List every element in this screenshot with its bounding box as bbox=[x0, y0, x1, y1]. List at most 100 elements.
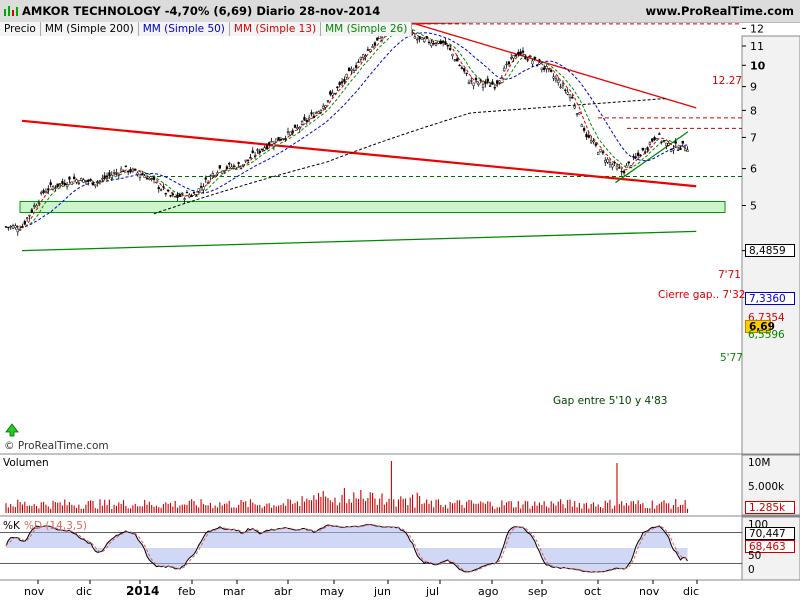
candle-body bbox=[279, 139, 283, 141]
candle-body bbox=[58, 183, 62, 185]
candle-body bbox=[258, 150, 261, 154]
candle-body bbox=[637, 152, 640, 156]
candle-body bbox=[40, 192, 43, 194]
trendline bbox=[21, 119, 697, 188]
candle-body bbox=[228, 162, 231, 165]
candle-body bbox=[185, 191, 189, 194]
candle-body bbox=[112, 172, 116, 174]
candle-body bbox=[183, 198, 186, 200]
candle-body bbox=[270, 141, 273, 143]
candle-body bbox=[357, 61, 360, 63]
price-tick-label: 7 bbox=[750, 131, 757, 144]
candle-body bbox=[496, 80, 499, 84]
candle-body bbox=[249, 156, 252, 159]
volume-panel-title: Volumen bbox=[3, 457, 49, 469]
candle-body bbox=[298, 127, 301, 130]
candle-body bbox=[87, 179, 90, 182]
gap-box bbox=[19, 200, 726, 213]
candle-body bbox=[362, 54, 365, 58]
candle-body bbox=[110, 174, 113, 178]
candle-body bbox=[237, 162, 240, 164]
candle-body bbox=[641, 147, 645, 151]
candle-body bbox=[214, 174, 217, 178]
candle-body bbox=[108, 172, 111, 176]
candle-body bbox=[291, 130, 294, 133]
trendline bbox=[402, 19, 697, 109]
candle-body bbox=[68, 176, 71, 180]
candle-body bbox=[550, 69, 553, 72]
candle-body bbox=[587, 135, 590, 138]
gap-box-label: Gap entre 5'10 y 4'83 bbox=[553, 395, 668, 407]
candle-body bbox=[138, 174, 142, 178]
candle-body bbox=[477, 82, 480, 86]
chart-header: AMKOR TECHNOLOGY -4,70% (6,69) Diario 28… bbox=[0, 0, 800, 23]
candle-body bbox=[463, 68, 466, 72]
candle-body bbox=[427, 41, 431, 44]
candle-body bbox=[627, 161, 630, 164]
candle-body bbox=[413, 36, 417, 39]
candle-body bbox=[526, 59, 529, 61]
chart-title: AMKOR TECHNOLOGY -4,70% (6,69) Diario 28… bbox=[22, 4, 381, 18]
volume-tick-5000k: 5.000k bbox=[748, 481, 785, 493]
candle-body bbox=[54, 187, 57, 189]
candle-body bbox=[648, 142, 652, 145]
candle-body bbox=[559, 86, 562, 88]
candle-body bbox=[11, 225, 15, 229]
candle-body bbox=[355, 65, 358, 68]
candle-body bbox=[169, 195, 172, 197]
candle-body bbox=[416, 38, 419, 41]
legend-sma50[interactable]: MM (Simple 50) bbox=[138, 22, 230, 36]
candle-body bbox=[512, 55, 515, 59]
candle-body bbox=[176, 194, 179, 198]
candle-body bbox=[26, 217, 29, 219]
candle-body bbox=[467, 82, 471, 85]
candle-body bbox=[289, 131, 292, 136]
chart-icon bbox=[4, 6, 18, 16]
candle-body bbox=[192, 192, 196, 194]
candle-body bbox=[674, 141, 677, 144]
candle-body bbox=[272, 143, 276, 147]
candle-body bbox=[152, 176, 156, 180]
x-tick-label: sep bbox=[528, 585, 547, 598]
candle-body bbox=[446, 44, 449, 47]
price-box-last: 6,69 bbox=[745, 320, 775, 333]
candle-body bbox=[105, 175, 109, 178]
price-panel-bg bbox=[0, 36, 742, 454]
candle-body bbox=[517, 52, 520, 55]
candle-body bbox=[261, 148, 264, 151]
legend-sma200[interactable]: MM (Simple 200) bbox=[40, 22, 139, 36]
candle-body bbox=[679, 147, 682, 150]
candle-body bbox=[326, 100, 330, 102]
candle-body bbox=[256, 149, 259, 151]
candle-body bbox=[500, 77, 504, 79]
legend-sma26[interactable]: MM (Simple 26) bbox=[321, 22, 413, 36]
candle-body bbox=[444, 41, 447, 45]
candle-body bbox=[225, 166, 229, 169]
candle-body bbox=[239, 167, 243, 170]
price-tick-label: 11 bbox=[750, 40, 764, 53]
candle-body bbox=[684, 148, 687, 152]
price-tick-label: 8 bbox=[750, 104, 757, 117]
candle-body bbox=[592, 140, 595, 143]
candle-body bbox=[49, 182, 52, 185]
candle-body bbox=[665, 142, 668, 146]
candle-body bbox=[129, 169, 132, 173]
candle-body bbox=[312, 115, 316, 118]
legend-sma13[interactable]: MM (Simple 13) bbox=[229, 22, 322, 36]
candle-body bbox=[493, 87, 496, 89]
candle-body bbox=[651, 138, 654, 142]
stoch-panel-title: %K bbox=[3, 520, 20, 532]
candle-body bbox=[127, 170, 130, 173]
stoch-d-box: 68,463 bbox=[745, 540, 795, 553]
candle-body bbox=[681, 140, 684, 144]
candle-body bbox=[432, 42, 435, 45]
site-url[interactable]: www.ProRealTime.com bbox=[645, 4, 794, 18]
x-tick-label: dic bbox=[683, 585, 699, 598]
candle-body bbox=[618, 167, 621, 169]
candle-body bbox=[662, 140, 666, 142]
candle-body bbox=[199, 186, 203, 188]
legend-price[interactable]: Precio bbox=[0, 22, 41, 36]
candle-body bbox=[331, 92, 334, 96]
price-tick-label: 6 bbox=[750, 163, 757, 176]
